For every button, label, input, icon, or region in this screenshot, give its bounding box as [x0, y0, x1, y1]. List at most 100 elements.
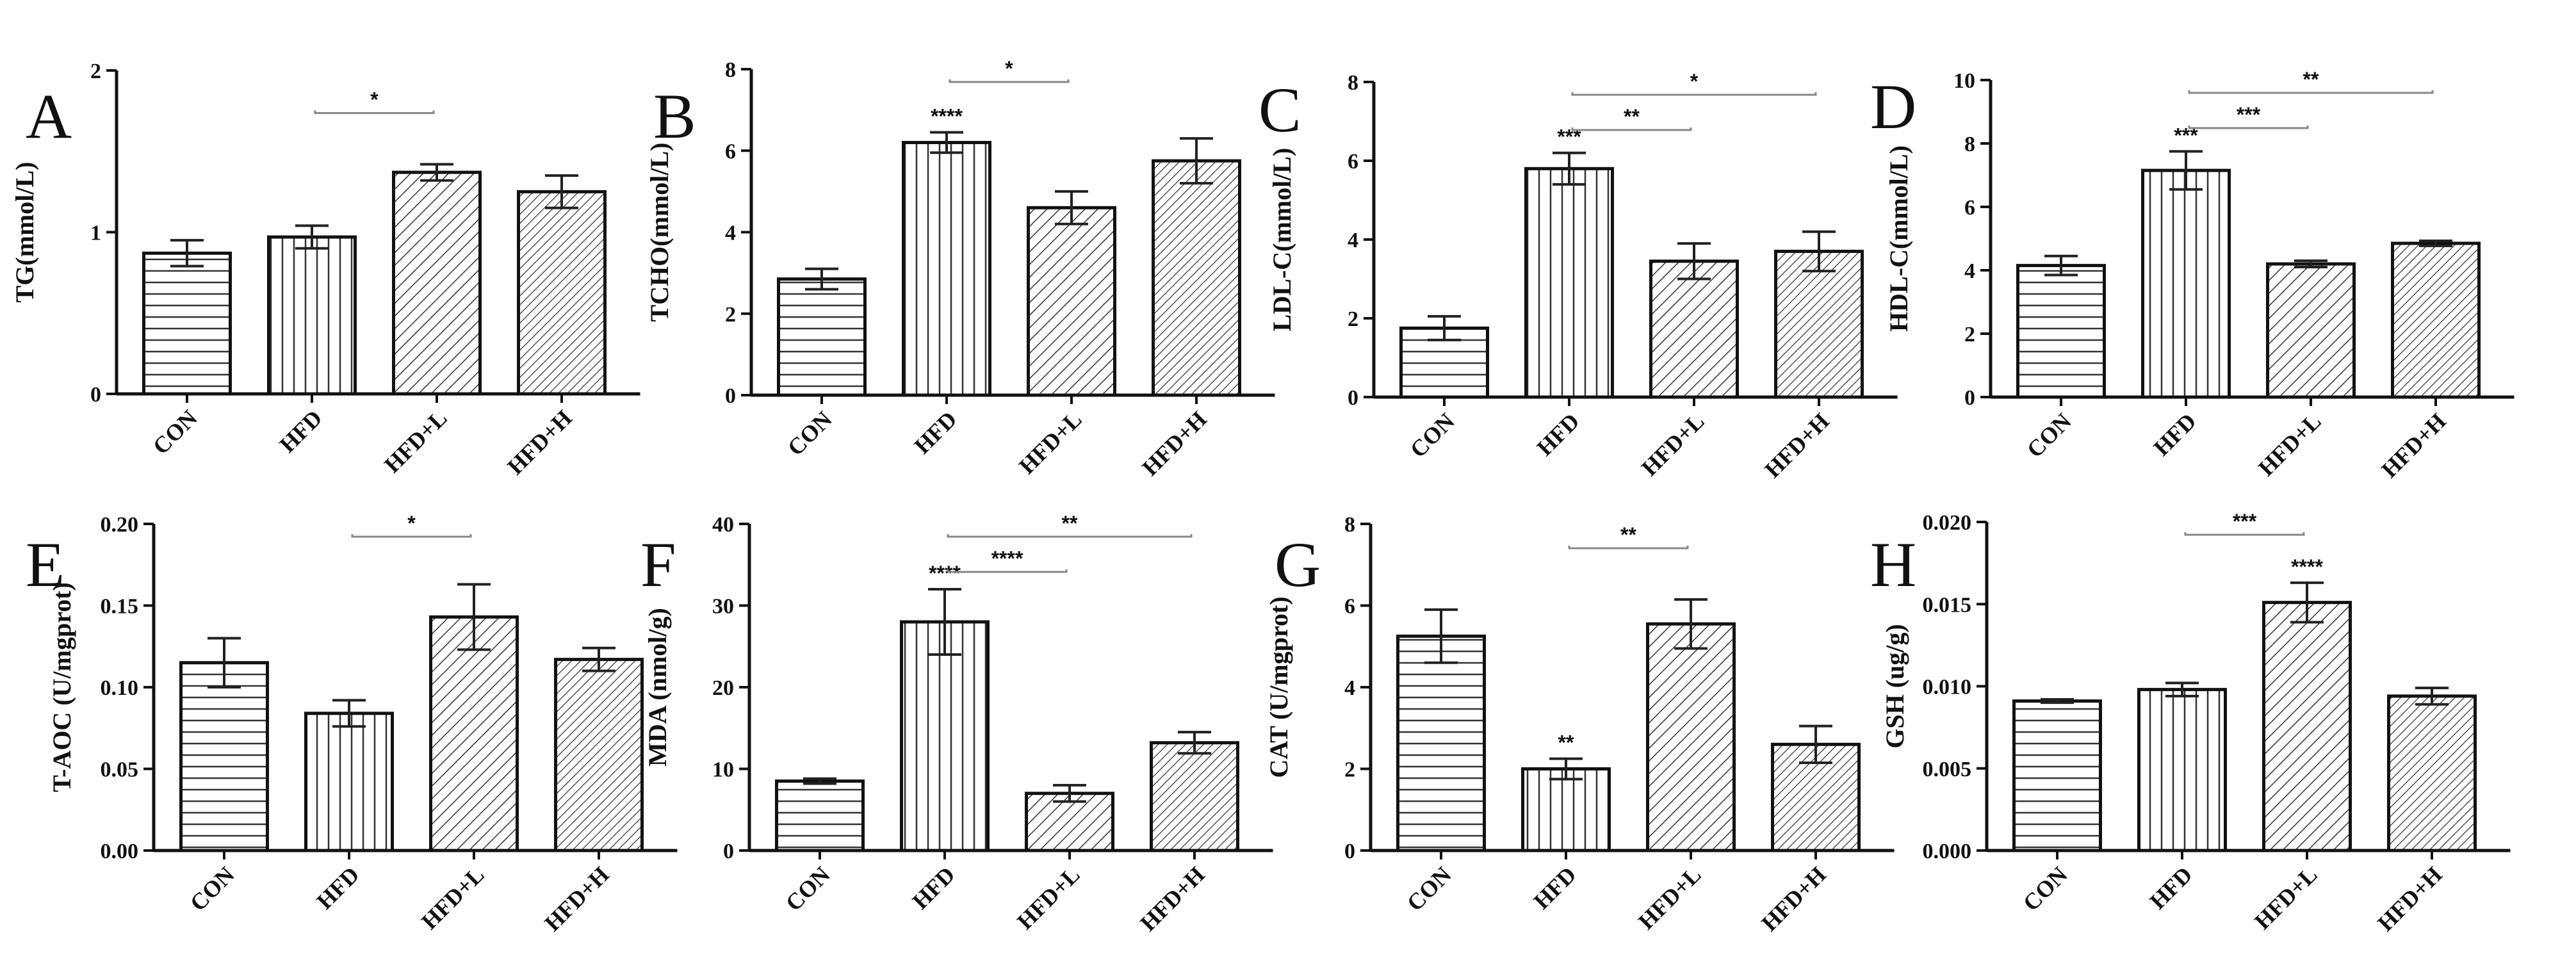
- comparison-bracket: [949, 79, 1070, 83]
- comparison-bracket: [351, 534, 472, 538]
- panel-h: H GSH (ug/g) 0.000 0.005 0.010 0.015 0.020 CON H…: [1870, 510, 2511, 936]
- bar-significance: ***: [1557, 126, 1581, 149]
- error-bar: [1799, 724, 1832, 764]
- x-tick-label: HFD+L: [1636, 408, 1709, 481]
- y-tick-label: 4: [1964, 259, 1975, 283]
- comparison-label: *: [407, 512, 416, 535]
- y-tick-label: 8: [1344, 513, 1355, 537]
- x-tick-label: HFD+L: [1633, 861, 1706, 934]
- x-tick-label: HFD+L: [416, 861, 489, 934]
- panel-a: A TG(mmol/L) 0 1 2 CON HFD HFD+L HFD+H *: [10, 60, 640, 480]
- error-bar: [1428, 314, 1461, 341]
- y-tick-label: 0.005: [1923, 758, 1972, 781]
- panel-letter: G: [1275, 529, 1321, 600]
- bar-con: [775, 779, 865, 852]
- bar-hfd-l: [392, 170, 482, 396]
- y-tick-label: 40: [712, 513, 734, 537]
- bar-significance: ****: [929, 562, 961, 585]
- bar-con: [2016, 264, 2106, 399]
- error-bar: [2169, 150, 2203, 191]
- y-axis-label: T-AOC (U/mgprot): [47, 582, 76, 792]
- y-axis-label: MDA (nmol/g): [643, 608, 672, 767]
- comparison-bracket: [1571, 92, 1817, 96]
- panel-d: D HDL-C(mmol/L) 0 2 4 6 8 10 CON HFD *** HFD+L HFD+H…: [1870, 68, 2515, 483]
- y-tick-label: 0.000: [1923, 840, 1972, 863]
- bar-significance: **: [1558, 731, 1574, 754]
- y-axis-label: TCHO(mmol/L): [645, 143, 674, 322]
- y-axis-label: TG(mmol/L): [10, 162, 39, 303]
- comparison-bracket: [947, 569, 1068, 573]
- y-tick-label: 4: [1348, 229, 1358, 252]
- x-tick-label: HFD+H: [502, 405, 576, 479]
- y-tick-label: 0.05: [101, 758, 139, 782]
- error-bar: [208, 637, 241, 688]
- y-tick-label: 6: [1344, 595, 1355, 619]
- bar-hfd-h: [517, 190, 607, 396]
- error-bar: [170, 239, 204, 268]
- y-tick-label: 2: [1964, 323, 1975, 346]
- bar-hfd: [900, 620, 990, 852]
- panel-letter: H: [1870, 529, 1916, 600]
- error-bar: [582, 646, 615, 672]
- bar-hfd: [2141, 168, 2231, 399]
- y-tick-label: 20: [712, 676, 734, 700]
- error-bar: [1180, 137, 1213, 185]
- error-bar: [332, 699, 366, 728]
- error-bar: [928, 588, 961, 656]
- x-tick-label: CON: [1402, 861, 1456, 916]
- comparison-bracket: [2188, 126, 2309, 129]
- comparison-label: ***: [2237, 103, 2261, 126]
- x-tick-label: HFD+H: [2372, 861, 2447, 936]
- comparison-label: **: [1624, 105, 1640, 128]
- bar-hfd: [304, 712, 394, 852]
- error-bar: [2041, 698, 2074, 705]
- comparison-bracket: [1568, 545, 1689, 550]
- bar-hfd-h: [2391, 241, 2481, 399]
- bar-hfd: [902, 141, 991, 397]
- y-tick-label: 0.10: [101, 676, 139, 700]
- y-tick-label: 0: [1348, 386, 1358, 410]
- x-tick-label: CON: [781, 861, 835, 916]
- bar-hfd-l: [429, 615, 519, 852]
- comparison-bracket: [2184, 532, 2305, 536]
- x-tick-label: CON: [148, 405, 202, 459]
- x-tick-label: HFD: [2145, 861, 2197, 914]
- y-tick-label: 8: [725, 58, 736, 82]
- panel-e: ET-AOC (U/mgprot) 0.00 0.05 0.10 0.15 0.20 CON…: [26, 512, 678, 936]
- y-axis-label: GSH (ug/g): [1880, 624, 1909, 748]
- comparison-bracket: [314, 110, 435, 114]
- bar-hfd-l: [1027, 206, 1116, 397]
- error-bar: [2419, 239, 2452, 247]
- bar-hfd: [1524, 167, 1614, 399]
- y-tick-label: 30: [712, 595, 734, 619]
- x-tick-label: HFD+H: [1759, 408, 1834, 482]
- bar-hfd-l: [1649, 259, 1739, 399]
- bar-hfd-h: [1150, 741, 1239, 852]
- comparison-bracket: [2188, 90, 2434, 94]
- y-tick-label: 8: [1348, 71, 1358, 95]
- comparison-label: **: [2303, 68, 2319, 91]
- comparison-label: *: [1690, 70, 1699, 93]
- y-tick-label: 2: [725, 303, 736, 327]
- error-bar: [805, 267, 838, 291]
- y-tick-label: 8: [1964, 133, 1975, 156]
- comparison-bracket: [947, 534, 1193, 538]
- bar-hfd-h: [2387, 694, 2477, 852]
- error-bar: [1553, 151, 1586, 186]
- error-bar: [1053, 784, 1086, 803]
- comparison-label: **: [1620, 523, 1636, 546]
- error-bar: [803, 777, 836, 785]
- y-tick-label: 0.20: [101, 513, 139, 537]
- y-tick-label: 4: [1344, 676, 1355, 700]
- bar-hfd: [1521, 767, 1611, 852]
- bar-significance: ****: [931, 105, 963, 128]
- error-bar: [930, 131, 963, 154]
- y-tick-label: 6: [1348, 150, 1358, 174]
- bar-hfd-h: [1774, 249, 1864, 399]
- y-tick-label: 6: [1964, 196, 1975, 220]
- x-tick-label: HFD: [312, 861, 364, 914]
- panel-letter: C: [1259, 74, 1301, 145]
- panel-letter: E: [26, 529, 65, 600]
